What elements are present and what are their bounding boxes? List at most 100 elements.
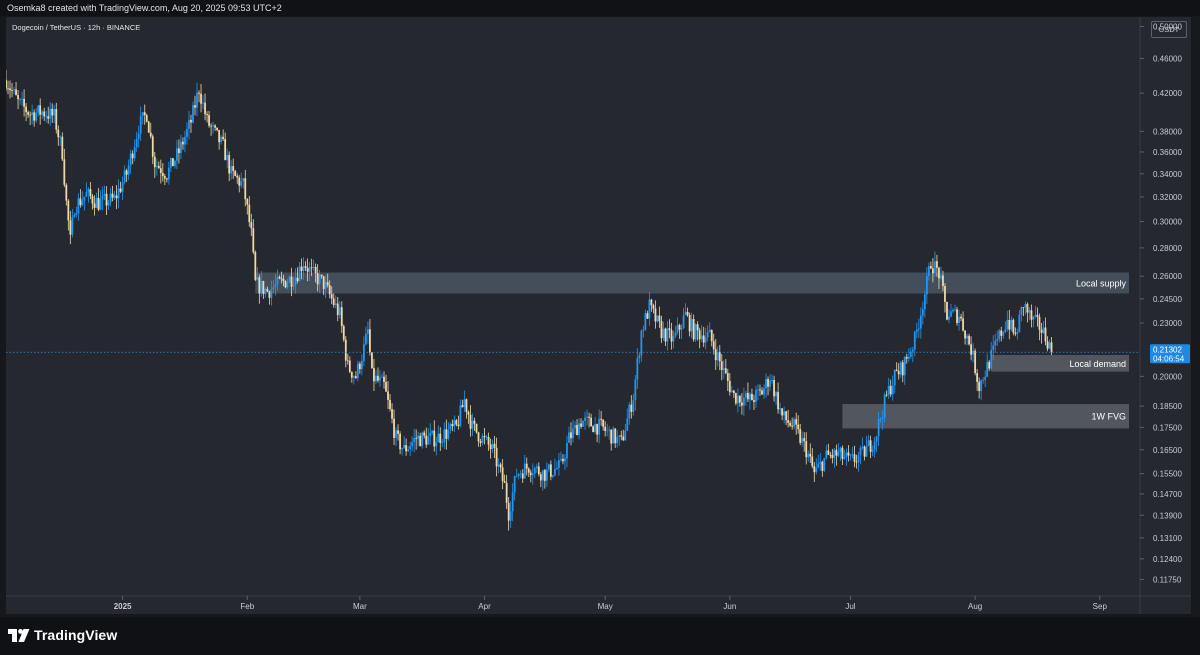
candle-body: [857, 455, 860, 462]
candle-body: [616, 436, 619, 444]
candle-body: [501, 467, 504, 482]
candle-body: [564, 458, 566, 462]
candle-body: [1024, 304, 1027, 308]
candle-body: [765, 379, 767, 389]
candle-body: [358, 363, 361, 370]
candle-body: [859, 447, 862, 456]
candle-body: [915, 329, 918, 332]
candle-body: [109, 193, 112, 203]
candle-body: [457, 424, 460, 426]
candle-body: [151, 136, 154, 157]
currency-button[interactable]: USDT: [1151, 21, 1187, 38]
candle-body: [248, 204, 251, 223]
candle-body: [11, 90, 13, 91]
footer-bar: [0, 617, 1200, 655]
candle-body: [425, 435, 428, 445]
candle-body: [79, 198, 82, 206]
candle-body: [459, 405, 462, 426]
candle-body: [226, 154, 229, 161]
candle-body: [952, 309, 954, 312]
candle-body: [863, 446, 866, 457]
candle-body: [968, 335, 970, 345]
candle-body: [558, 460, 560, 468]
candle-body: [539, 474, 542, 481]
candle-body: [190, 119, 192, 123]
candle-body: [716, 352, 719, 361]
candle-body: [147, 121, 150, 133]
candle-body: [666, 328, 669, 342]
candle-body: [1002, 331, 1005, 336]
candle-body: [781, 408, 784, 416]
candle-body: [222, 136, 225, 140]
candle-body: [97, 197, 100, 210]
candle-body: [401, 448, 403, 450]
candle-body: [91, 196, 94, 204]
candle-body: [1046, 341, 1049, 349]
candle-body: [220, 136, 223, 143]
candle-body: [734, 393, 737, 404]
candle-body: [276, 277, 279, 285]
time-axis[interactable]: 2025 Feb Mar Apr May Jun Jul Aug Sep: [6, 595, 1191, 611]
candle-body: [841, 447, 844, 459]
candle-body: [554, 468, 556, 476]
candle-body: [161, 172, 164, 177]
candle-body: [996, 339, 999, 341]
candle-body: [911, 349, 914, 352]
candle-body: [909, 351, 912, 357]
tradingview-logo-icon: [8, 628, 30, 642]
price-tick-label: 0.14700: [1153, 490, 1182, 499]
candle-body: [769, 380, 771, 387]
candle-body: [1012, 319, 1015, 333]
candle-body: [49, 108, 52, 119]
candle-body: [831, 455, 834, 458]
candle-body: [324, 282, 327, 289]
brand-logo[interactable]: TradingView: [8, 627, 117, 643]
price-tick-label: 0.13900: [1153, 511, 1182, 520]
candle-body: [304, 266, 307, 268]
countdown-label: 04:06:54: [1153, 354, 1185, 363]
candle-body: [1034, 314, 1037, 317]
candle-body: [688, 314, 691, 332]
candle-body: [1004, 329, 1007, 332]
zone-0: [255, 272, 1129, 294]
candle-body: [549, 464, 552, 477]
candle-body: [745, 392, 747, 398]
candle-body: [570, 432, 572, 439]
candle-body: [336, 303, 339, 316]
candle-body: [899, 362, 902, 375]
candle-body: [383, 376, 385, 383]
candle-body: [885, 394, 888, 396]
candle-body: [153, 156, 156, 168]
candle-body: [131, 153, 134, 159]
candle-body: [664, 328, 667, 342]
zone-label: 1W FVG: [1091, 412, 1126, 422]
candle-body: [720, 361, 723, 371]
candle-body: [954, 309, 956, 311]
candle-body: [19, 98, 21, 100]
candle-body: [783, 411, 786, 416]
candle-body: [407, 449, 410, 452]
candle-body: [236, 175, 239, 178]
candle-body: [483, 435, 486, 438]
candle-body: [169, 158, 172, 168]
price-axis[interactable]: 0.50000 0.46000 0.42000 0.38000 0.36000 0.340…: [1139, 17, 1190, 614]
candle-body: [89, 189, 92, 197]
candle-body: [690, 318, 693, 332]
candle-body: [907, 356, 910, 359]
chart-pane[interactable]: Local supply Local demand 1W FVG 0.50000 0.…: [6, 17, 1191, 614]
candle-body: [650, 299, 653, 306]
candle-body: [117, 188, 120, 199]
candle-body: [413, 438, 416, 443]
candle-body: [439, 433, 442, 443]
candle-body: [443, 429, 446, 443]
price-tick-label: 0.28000: [1153, 244, 1182, 253]
candle-body: [264, 288, 267, 294]
candle-body: [445, 429, 448, 439]
brand-name: TradingView: [34, 627, 118, 643]
candle-body: [475, 423, 478, 433]
candle-body: [210, 125, 212, 127]
price-tick-label: 0.15500: [1153, 470, 1182, 479]
candle-body: [966, 335, 968, 339]
candle-body: [686, 311, 689, 315]
